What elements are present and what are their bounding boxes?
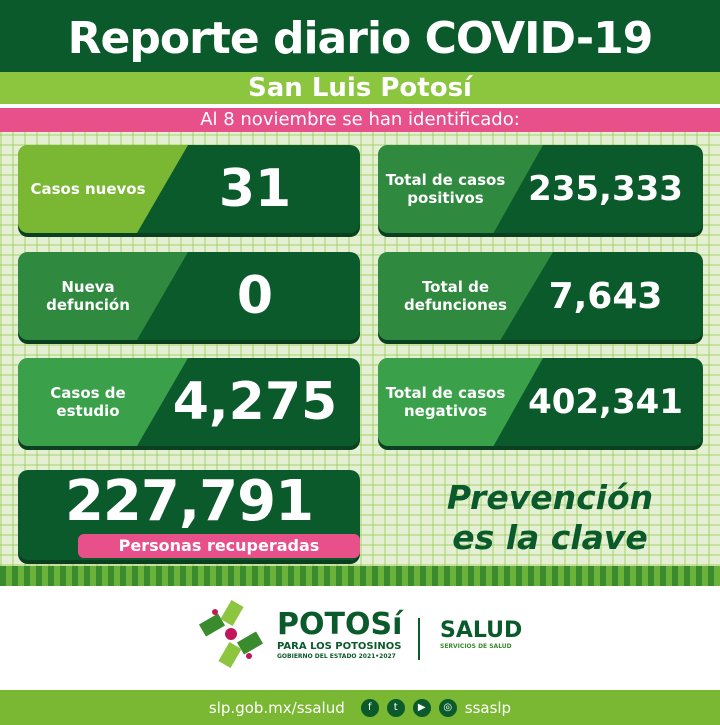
date-line: Al 8 noviembre se han identificado: — [0, 108, 720, 132]
instagram-icon[interactable]: ◎ — [438, 698, 457, 717]
report-title: Reporte diario COVID-19 — [0, 0, 720, 72]
twitter-icon[interactable]: t — [386, 698, 405, 717]
card-total-negativos: Total de casos negativos 402,341 — [378, 358, 703, 446]
potosi-gov: GOBIERNO DEL ESTADO 2021•2027 — [277, 653, 396, 660]
recovered-label: Personas recuperadas — [78, 534, 360, 558]
potosi-emblem-icon — [198, 599, 264, 669]
card-value: 0 — [236, 266, 274, 326]
card-value: 4,275 — [172, 372, 338, 432]
salud-title: SALUD — [440, 618, 523, 643]
recovered-value: 227,791 — [64, 469, 314, 534]
card-total-defunciones: Total de defunciones 7,643 — [378, 252, 703, 340]
card-value: 31 — [218, 159, 292, 219]
website-link[interactable]: slp.gob.mx/ssalud — [208, 698, 345, 717]
card-label: Nueva defunción — [18, 252, 188, 340]
logo-divider — [418, 618, 420, 660]
salud-logo: SALUD SERVICIOS DE SALUD — [440, 618, 522, 650]
slogan-line2: es la clave — [452, 518, 648, 557]
salud-subtitle: SERVICIOS DE SALUD — [440, 643, 512, 650]
state-subtitle: San Luis Potosí — [0, 72, 720, 104]
recovered-card: 227,791 Personas recuperadas — [18, 470, 360, 560]
social-handle[interactable]: ssaslp — [464, 698, 512, 717]
card-nueva-defuncion: Nueva defunción 0 — [18, 252, 360, 340]
card-value: 235,333 — [528, 169, 683, 209]
slogan-line1: Prevención — [446, 478, 654, 517]
pattern-band — [0, 566, 720, 586]
potosi-title: POTOSí — [277, 607, 403, 642]
card-value: 402,341 — [528, 382, 683, 422]
potosi-logo: POTOSí PARA LOS POTOSINOS GOBIERNO DEL E… — [277, 607, 403, 661]
card-total-positivos: Total de casos positivos 235,333 — [378, 145, 703, 233]
youtube-icon[interactable]: ▶ — [412, 698, 431, 717]
potosi-tagline: PARA LOS POTOSINOS — [277, 641, 402, 652]
card-value: 7,643 — [548, 275, 663, 317]
card-casos-nuevos: Casos nuevos 31 — [18, 145, 360, 233]
facebook-icon[interactable]: f — [360, 698, 379, 717]
card-casos-estudio: Casos de estudio 4,275 — [18, 358, 360, 446]
slogan: Prevención es la clave — [420, 478, 680, 558]
footer: slp.gob.mx/ssalud f t ▶ ◎ ssaslp — [0, 690, 720, 725]
